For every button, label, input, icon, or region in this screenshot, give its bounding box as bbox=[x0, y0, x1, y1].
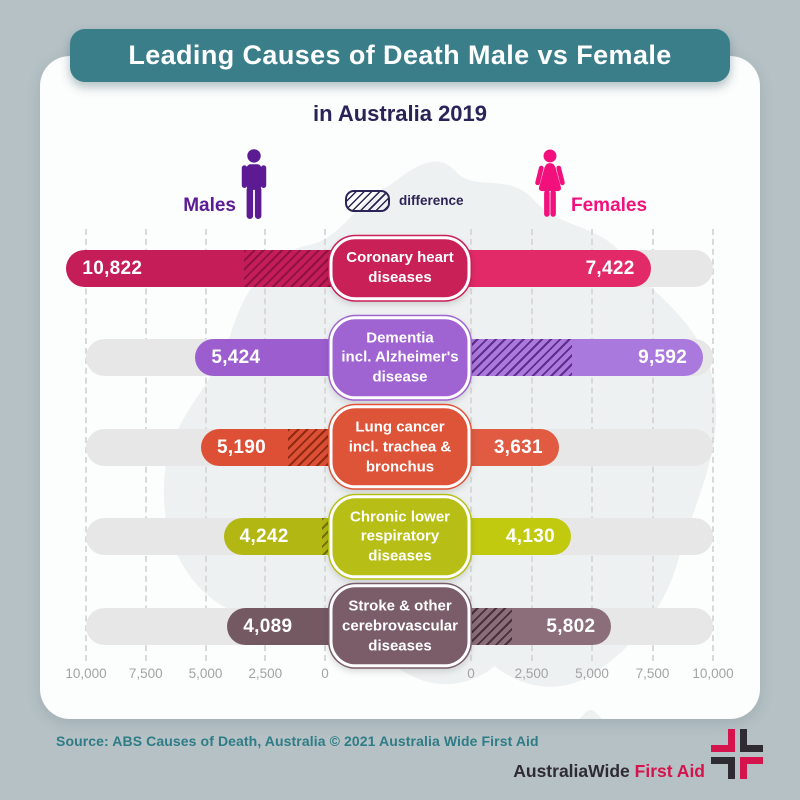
cause-label-box: Dementia incl. Alzheimer's disease bbox=[329, 315, 471, 400]
cross-logo-icon bbox=[711, 729, 763, 779]
difference-legend-label: difference bbox=[399, 193, 464, 208]
title-banner: Leading Causes of Death Male vs Female bbox=[70, 29, 730, 82]
females-label: Females bbox=[571, 195, 648, 216]
cause-label-box: Lung cancer incl. trachea & bronchus bbox=[329, 405, 471, 489]
axis-tick-label-right: 10,000 bbox=[692, 666, 734, 681]
difference-legend-swatch bbox=[345, 190, 390, 212]
cross-corner-bottom-left bbox=[711, 756, 735, 779]
cross-corner-top-left bbox=[711, 729, 735, 752]
axis-tick-label-left: 0 bbox=[321, 666, 329, 681]
male-value: 5,190 bbox=[216, 436, 266, 458]
brand-name-dark: AustraliaWide bbox=[513, 761, 630, 781]
cause-label-box: Chronic lower respiratory diseases bbox=[329, 494, 471, 579]
brand-logo-text: AustraliaWide First Aid bbox=[513, 761, 705, 782]
cause-label-box: Coronary heart diseases bbox=[329, 236, 471, 300]
male-person-icon bbox=[241, 149, 267, 220]
cause-label: Lung cancer incl. trachea & bronchus bbox=[348, 418, 452, 475]
female-value: 7,422 bbox=[585, 257, 635, 279]
axis-tick-label-right: 5,000 bbox=[575, 666, 609, 681]
axis-tick-label-left: 10,000 bbox=[65, 666, 107, 681]
cause-label: Chronic lower respiratory diseases bbox=[349, 507, 450, 565]
female-value: 9,592 bbox=[638, 347, 688, 368]
male-value: 5,424 bbox=[211, 347, 261, 368]
axis-tick-label-right: 7,500 bbox=[635, 666, 670, 681]
males-label: Males bbox=[183, 195, 236, 216]
source-text: Source: ABS Causes of Death, Australia ©… bbox=[56, 733, 539, 749]
female-value: 4,130 bbox=[505, 526, 555, 547]
page-subtitle: in Australia 2019 bbox=[312, 101, 488, 126]
page-title: Leading Causes of Death Male vs Female bbox=[128, 40, 672, 70]
male-value: 4,089 bbox=[243, 615, 293, 637]
brand-logo: AustraliaWide First Aid bbox=[403, 728, 763, 784]
grid-line-right bbox=[712, 229, 714, 661]
cross-corner-top-right bbox=[739, 729, 763, 752]
difference-hatch bbox=[458, 339, 572, 376]
cause-label: Dementia incl. Alzheimer's disease bbox=[341, 328, 459, 386]
female-value: 5,802 bbox=[546, 615, 596, 637]
axis-tick-label-right: 2,500 bbox=[514, 666, 549, 681]
cause-label: Coronary heart diseases bbox=[346, 249, 454, 286]
male-value: 4,242 bbox=[239, 526, 289, 547]
cross-corner-bottom-right bbox=[739, 756, 763, 779]
male-value: 10,822 bbox=[82, 257, 143, 279]
axis-tick-label-left: 7,500 bbox=[128, 666, 163, 681]
cause-label-box: Stroke & other cerebrovascular diseases bbox=[329, 584, 471, 668]
axis-tick-label-left: 2,500 bbox=[248, 666, 283, 681]
axis-tick-label-right: 0 bbox=[467, 666, 475, 681]
axis-tick-label-left: 5,000 bbox=[188, 666, 223, 681]
difference-hatch bbox=[243, 249, 338, 287]
cause-label: Stroke & other cerebrovascular diseases bbox=[342, 597, 458, 654]
female-person-icon bbox=[535, 149, 565, 217]
brand-name-red: First Aid bbox=[634, 761, 705, 781]
female-value: 3,631 bbox=[493, 436, 543, 458]
